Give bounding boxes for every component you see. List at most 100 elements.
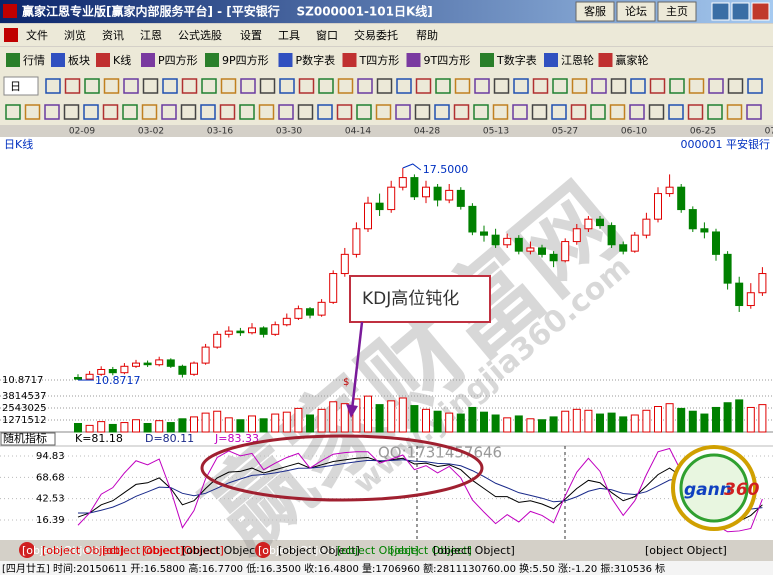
toolbar-icon[interactable] — [122, 104, 138, 120]
toolbar-icon[interactable] — [630, 78, 646, 94]
toolbar-icon[interactable] — [746, 104, 762, 120]
toolbar-icon[interactable] — [708, 78, 724, 94]
toolbar-icon[interactable] — [142, 78, 159, 94]
title-button-label[interactable]: 论坛 — [625, 4, 647, 18]
toolbar-button[interactable]: T四方形 — [359, 53, 400, 67]
toolbar-icon[interactable] — [480, 53, 494, 67]
menu-item[interactable]: 工具 — [278, 29, 300, 42]
toolbar-icon[interactable] — [279, 78, 295, 94]
toolbar-button[interactable]: 9P四方形 — [222, 53, 269, 67]
toolbar-icon[interactable] — [532, 78, 549, 94]
toolbar-icon[interactable] — [375, 104, 392, 120]
menu-item[interactable]: 文件 — [26, 28, 48, 42]
toolbar-icon[interactable] — [278, 53, 293, 67]
toolbar-icon[interactable] — [707, 104, 723, 120]
toolbar-icon[interactable] — [415, 78, 432, 94]
toolbar-icon[interactable] — [6, 53, 20, 67]
toolbar-icon[interactable] — [551, 104, 567, 120]
title-button-label[interactable]: 客服 — [584, 4, 606, 18]
toolbar-icon[interactable] — [161, 104, 177, 120]
toolbar-icon[interactable] — [473, 104, 489, 120]
toolbar-icon[interactable] — [298, 78, 315, 94]
toolbar-icon[interactable] — [513, 78, 529, 94]
menu-item[interactable]: 窗口 — [316, 28, 338, 42]
toolbar-icon[interactable] — [258, 104, 275, 120]
toolbar-icon[interactable] — [297, 104, 314, 120]
toolbar-icon[interactable] — [356, 104, 372, 120]
toolbar-icon[interactable] — [727, 78, 744, 94]
toolbar-icon[interactable] — [688, 78, 705, 94]
toolbar-icon[interactable] — [84, 78, 100, 94]
toolbar-icon[interactable] — [747, 78, 763, 94]
toolbar-icon[interactable] — [205, 53, 219, 67]
window-control[interactable] — [731, 2, 750, 21]
toolbar-icon[interactable] — [629, 104, 645, 120]
toolbar-icon[interactable] — [219, 104, 236, 120]
toolbar-icon[interactable] — [336, 104, 353, 120]
toolbar-icon[interactable] — [453, 104, 470, 120]
toolbar-icon[interactable] — [239, 104, 255, 120]
toolbar-icon[interactable] — [181, 78, 198, 94]
menu-item[interactable]: 江恩 — [140, 29, 162, 42]
toolbar-icon[interactable] — [544, 53, 558, 67]
toolbar-icon[interactable] — [259, 78, 276, 94]
toolbar-icon[interactable] — [493, 78, 510, 94]
toolbar-icon[interactable] — [103, 78, 120, 94]
toolbar-icon[interactable] — [102, 104, 119, 120]
toolbar-button[interactable]: P四方形 — [158, 53, 198, 67]
toolbar-button[interactable]: 赢家轮 — [616, 53, 649, 67]
toolbar-icon[interactable] — [591, 78, 607, 94]
toolbar-icon[interactable] — [5, 104, 21, 120]
toolbar-icon[interactable] — [24, 104, 41, 120]
toolbar-icon[interactable] — [648, 104, 665, 120]
window-control[interactable] — [751, 2, 770, 21]
toolbar-button[interactable]: 江恩轮 — [561, 53, 594, 67]
toolbar-icon[interactable] — [318, 78, 334, 94]
toolbar-icon[interactable] — [531, 104, 548, 120]
menu-item[interactable]: 资讯 — [102, 29, 124, 42]
toolbar-icon[interactable] — [571, 78, 588, 94]
toolbar-icon[interactable] — [669, 78, 685, 94]
toolbar-button[interactable]: 9T四方形 — [424, 53, 471, 67]
title-button[interactable] — [657, 1, 697, 22]
toolbar-icon[interactable] — [376, 78, 393, 94]
toolbar-icon[interactable] — [337, 78, 354, 94]
toolbar-icon[interactable] — [180, 104, 197, 120]
toolbar-icon[interactable] — [162, 78, 178, 94]
toolbar-icon[interactable] — [201, 78, 217, 94]
window-control[interactable] — [711, 2, 730, 21]
period-label[interactable]: 日 — [10, 80, 21, 93]
toolbar-icon[interactable] — [668, 104, 684, 120]
toolbar-button[interactable]: K线 — [113, 53, 131, 67]
toolbar-icon[interactable] — [141, 53, 155, 67]
toolbar-button[interactable]: 板块 — [68, 53, 90, 67]
toolbar-icon[interactable] — [687, 104, 704, 120]
toolbar-icon[interactable] — [610, 78, 627, 94]
menu-item[interactable]: 设置 — [240, 29, 262, 42]
toolbar-icon[interactable] — [512, 104, 528, 120]
period-select[interactable] — [3, 76, 39, 96]
toolbar-icon[interactable] — [726, 104, 743, 120]
toolbar-icon[interactable] — [278, 104, 294, 120]
toolbar-icon[interactable] — [492, 104, 509, 120]
toolbar-icon[interactable] — [414, 104, 431, 120]
toolbar-icon[interactable] — [141, 104, 158, 120]
toolbar-icon[interactable] — [649, 78, 666, 94]
toolbar-icon[interactable] — [317, 104, 333, 120]
toolbar-icon[interactable] — [570, 104, 587, 120]
toolbar-button[interactable]: P数字表 — [296, 53, 336, 67]
toolbar-icon[interactable] — [598, 53, 613, 67]
toolbar-icon[interactable] — [609, 104, 626, 120]
toolbar-icon[interactable] — [454, 78, 471, 94]
toolbar-icon[interactable] — [395, 104, 411, 120]
menu-item[interactable]: 帮助 — [416, 28, 438, 42]
toolbar-icon[interactable] — [435, 78, 451, 94]
toolbar-icon[interactable] — [64, 78, 81, 94]
toolbar-icon[interactable] — [44, 104, 60, 120]
toolbar-icon[interactable] — [63, 104, 80, 120]
toolbar-icon[interactable] — [406, 53, 421, 67]
menu-item[interactable]: 交易委托 — [354, 28, 398, 42]
toolbar-icon[interactable] — [45, 78, 61, 94]
toolbar-icon[interactable] — [590, 104, 606, 120]
toolbar-icon[interactable] — [96, 53, 110, 67]
